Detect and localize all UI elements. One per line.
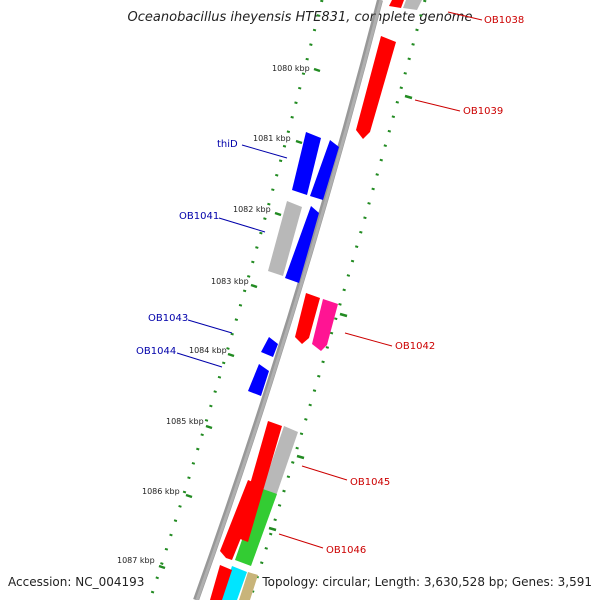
gene-label-OB1039[interactable]: OB1039	[463, 106, 503, 117]
gene-OB1038-grey[interactable]	[403, 0, 422, 10]
backbone	[195, 0, 383, 600]
leader-OB1044	[176, 352, 223, 368]
outer-tick-ring	[248, 0, 427, 600]
gene-OB1042-red[interactable]	[295, 293, 320, 344]
gene-label-thiD[interactable]: thiD	[217, 139, 238, 150]
gene-cyan[interactable]	[221, 566, 247, 600]
gene-label-OB1038[interactable]: OB1038	[484, 15, 524, 26]
accession-label: Accession: NC_004193	[8, 575, 145, 589]
major-ticks-left	[158, 67, 321, 570]
gene-label-OB1043[interactable]: OB1043	[148, 313, 188, 324]
gene-label-OB1041[interactable]: OB1041	[179, 211, 219, 222]
gene-OB1039[interactable]	[356, 36, 396, 139]
leader-thiD	[241, 144, 288, 159]
kbp-label-1087: 1087 kbp	[117, 556, 155, 565]
gene-label-OB1046[interactable]: OB1046	[326, 545, 366, 556]
kbp-label-1080: 1080 kbp	[272, 64, 310, 73]
leader-OB1039	[414, 99, 461, 112]
gene-OB1044[interactable]	[248, 364, 269, 396]
gene-thiD-b[interactable]	[310, 140, 339, 200]
map-title: Oceanobacillus iheyensis HTE831, complet…	[127, 10, 473, 25]
backbone-shadow	[193, 0, 383, 600]
gene-label-OB1044[interactable]: OB1044	[136, 346, 176, 357]
leader-OB1045	[301, 465, 348, 481]
kbp-label-1082: 1082 kbp	[233, 205, 271, 214]
leader-OB1043	[187, 319, 233, 334]
gene-OB1042-pink[interactable]	[312, 299, 338, 351]
gene-OB1038-red[interactable]	[389, 0, 404, 8]
gene-red-lower-b[interactable]	[220, 480, 262, 560]
kbp-label-1085: 1085 kbp	[166, 417, 204, 426]
gene-OB1043[interactable]	[261, 337, 278, 357]
gene-red-bottom[interactable]	[210, 565, 232, 600]
gene-OB1041-blue[interactable]	[285, 206, 319, 283]
gene-OB1046[interactable]	[235, 488, 277, 566]
leader-OB1042	[344, 332, 393, 347]
kbp-label-1081: 1081 kbp	[253, 134, 291, 143]
gene-OB1041-grey[interactable]	[268, 201, 302, 276]
leader-OB1041	[218, 217, 266, 233]
gene-thiD-a[interactable]	[292, 132, 321, 195]
major-ticks-right	[268, 94, 413, 532]
gene-OB1045[interactable]	[261, 426, 298, 499]
gene-label-OB1045[interactable]: OB1045	[350, 477, 390, 488]
kbp-label-1086: 1086 kbp	[142, 487, 180, 496]
leader-OB1046	[278, 533, 324, 549]
gene-label-OB1042[interactable]: OB1042	[395, 341, 435, 352]
kbp-label-1083: 1083 kbp	[211, 277, 249, 286]
gene-tan[interactable]	[239, 572, 258, 600]
genome-summary: Topology: circular; Length: 3,630,528 bp…	[262, 575, 592, 589]
leader-OB1038	[447, 11, 483, 21]
kbp-label-1084: 1084 kbp	[189, 346, 227, 355]
